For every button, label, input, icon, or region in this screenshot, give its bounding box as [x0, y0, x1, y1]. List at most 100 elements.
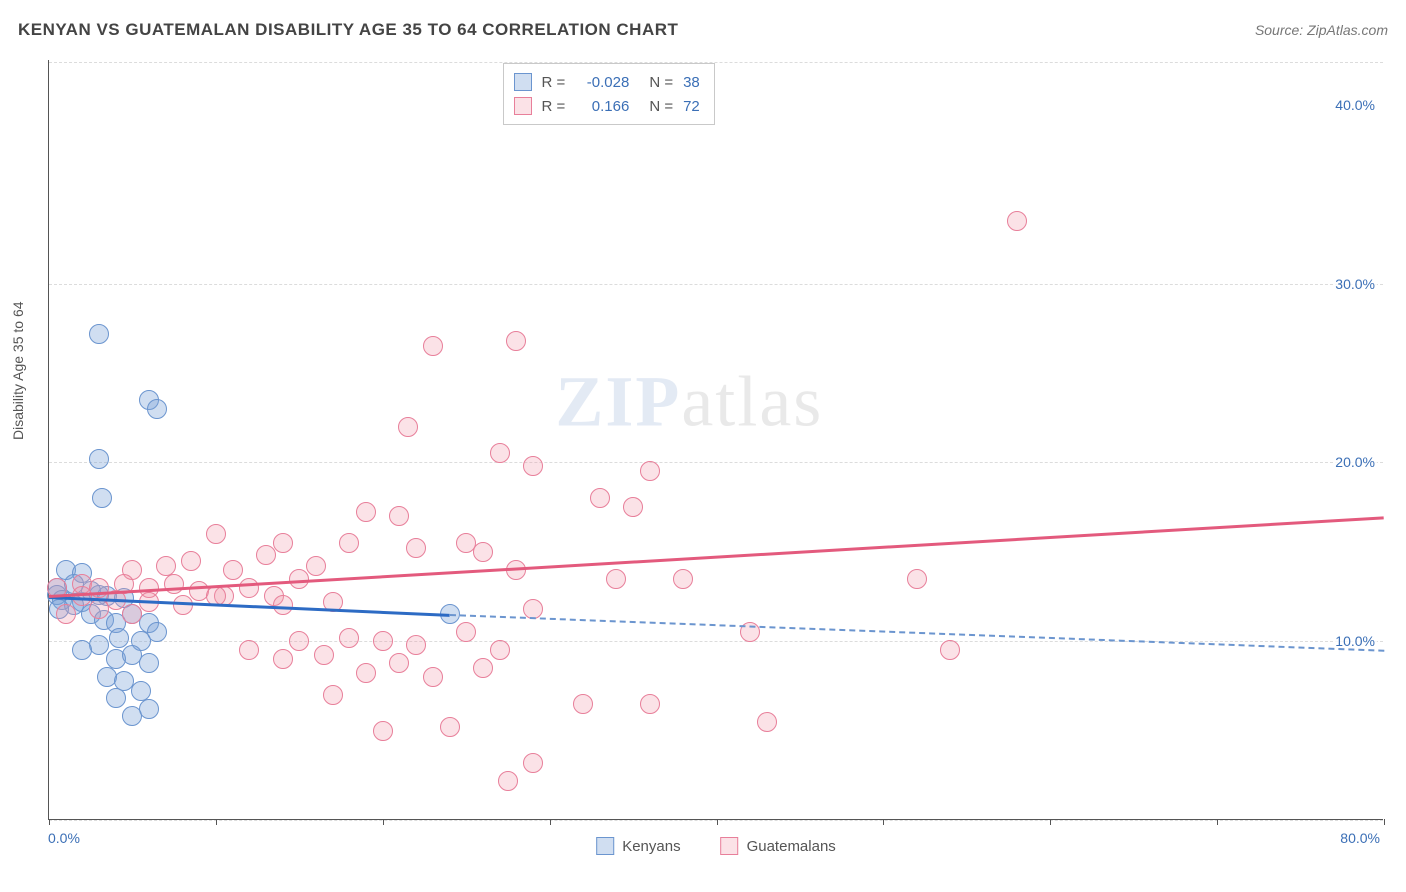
- n-label: N =: [649, 98, 673, 115]
- scatter-point: [289, 631, 309, 651]
- gridline: [49, 62, 1383, 63]
- scatter-point: [423, 667, 443, 687]
- x-tick: [383, 819, 384, 825]
- scatter-point: [490, 443, 510, 463]
- chart-source: Source: ZipAtlas.com: [1255, 22, 1388, 38]
- legend-swatch: [514, 97, 532, 115]
- y-tick-label: 30.0%: [1333, 276, 1377, 292]
- scatter-point: [92, 488, 112, 508]
- legend-item: Guatemalans: [721, 837, 836, 855]
- gridline: [49, 284, 1383, 285]
- scatter-point: [473, 542, 493, 562]
- scatter-point: [456, 622, 476, 642]
- scatter-point: [590, 488, 610, 508]
- scatter-point: [640, 694, 660, 714]
- scatter-point: [139, 653, 159, 673]
- scatter-point: [89, 599, 109, 619]
- scatter-point: [122, 706, 142, 726]
- plot-area: ZIPatlas R =-0.028N =38R =0.166N =72 Ken…: [48, 60, 1383, 820]
- x-tick: [550, 819, 551, 825]
- legend-item: Kenyans: [596, 837, 680, 855]
- scatter-point: [356, 663, 376, 683]
- scatter-point: [147, 399, 167, 419]
- scatter-point: [122, 604, 142, 624]
- watermark-atlas: atlas: [681, 361, 823, 441]
- chart-header: KENYAN VS GUATEMALAN DISABILITY AGE 35 T…: [18, 20, 1388, 50]
- legend-swatch: [721, 837, 739, 855]
- scatter-point: [89, 449, 109, 469]
- scatter-point: [239, 578, 259, 598]
- y-tick-label: 10.0%: [1333, 633, 1377, 649]
- scatter-point: [323, 685, 343, 705]
- y-tick-label: 40.0%: [1333, 97, 1377, 113]
- scatter-point: [523, 456, 543, 476]
- scatter-point: [89, 324, 109, 344]
- scatter-point: [223, 560, 243, 580]
- scatter-point: [106, 688, 126, 708]
- scatter-point: [314, 645, 334, 665]
- scatter-point: [1007, 211, 1027, 231]
- watermark-zip: ZIP: [555, 361, 681, 441]
- scatter-point: [640, 461, 660, 481]
- gridline: [49, 462, 1383, 463]
- r-label: R =: [542, 98, 566, 115]
- stats-row: R =-0.028N =38: [514, 70, 700, 94]
- scatter-point: [440, 717, 460, 737]
- scatter-point: [473, 658, 493, 678]
- scatter-point: [398, 417, 418, 437]
- scatter-point: [940, 640, 960, 660]
- scatter-point: [109, 628, 129, 648]
- scatter-point: [56, 604, 76, 624]
- y-axis-title: Disability Age 35 to 64: [10, 301, 26, 440]
- chart-title: KENYAN VS GUATEMALAN DISABILITY AGE 35 T…: [18, 20, 678, 39]
- x-tick: [717, 819, 718, 825]
- scatter-point: [356, 502, 376, 522]
- legend-label: Guatemalans: [747, 838, 836, 855]
- scatter-point: [373, 631, 393, 651]
- scatter-point: [289, 569, 309, 589]
- scatter-point: [339, 628, 359, 648]
- scatter-point: [406, 538, 426, 558]
- n-value: 38: [683, 74, 700, 91]
- scatter-point: [306, 556, 326, 576]
- scatter-point: [523, 753, 543, 773]
- scatter-point: [573, 694, 593, 714]
- scatter-point: [273, 533, 293, 553]
- x-axis-max-label: 80.0%: [1340, 830, 1380, 846]
- scatter-point: [506, 331, 526, 351]
- scatter-point: [490, 640, 510, 660]
- scatter-point: [406, 635, 426, 655]
- stats-row: R =0.166N =72: [514, 94, 700, 118]
- legend-swatch: [514, 73, 532, 91]
- x-axis-min-label: 0.0%: [48, 830, 80, 846]
- x-tick: [49, 819, 50, 825]
- r-value: -0.028: [575, 74, 629, 91]
- scatter-point: [423, 336, 443, 356]
- scatter-point: [757, 712, 777, 732]
- scatter-point: [181, 551, 201, 571]
- stats-box: R =-0.028N =38R =0.166N =72: [503, 63, 715, 125]
- x-tick: [883, 819, 884, 825]
- scatter-point: [389, 506, 409, 526]
- legend-label: Kenyans: [622, 838, 680, 855]
- scatter-point: [256, 545, 276, 565]
- scatter-point: [339, 533, 359, 553]
- scatter-point: [239, 640, 259, 660]
- trend-line: [449, 614, 1384, 652]
- scatter-point: [72, 640, 92, 660]
- x-tick: [1050, 819, 1051, 825]
- r-value: 0.166: [575, 98, 629, 115]
- watermark: ZIPatlas: [555, 360, 823, 443]
- scatter-point: [498, 771, 518, 791]
- scatter-point: [389, 653, 409, 673]
- scatter-point: [907, 569, 927, 589]
- scatter-point: [173, 595, 193, 615]
- x-tick: [1384, 819, 1385, 825]
- scatter-point: [673, 569, 693, 589]
- n-label: N =: [649, 74, 673, 91]
- scatter-point: [206, 524, 226, 544]
- bottom-legend: Kenyans Guatemalans: [596, 837, 836, 855]
- trend-line: [49, 516, 1384, 598]
- scatter-point: [623, 497, 643, 517]
- scatter-point: [606, 569, 626, 589]
